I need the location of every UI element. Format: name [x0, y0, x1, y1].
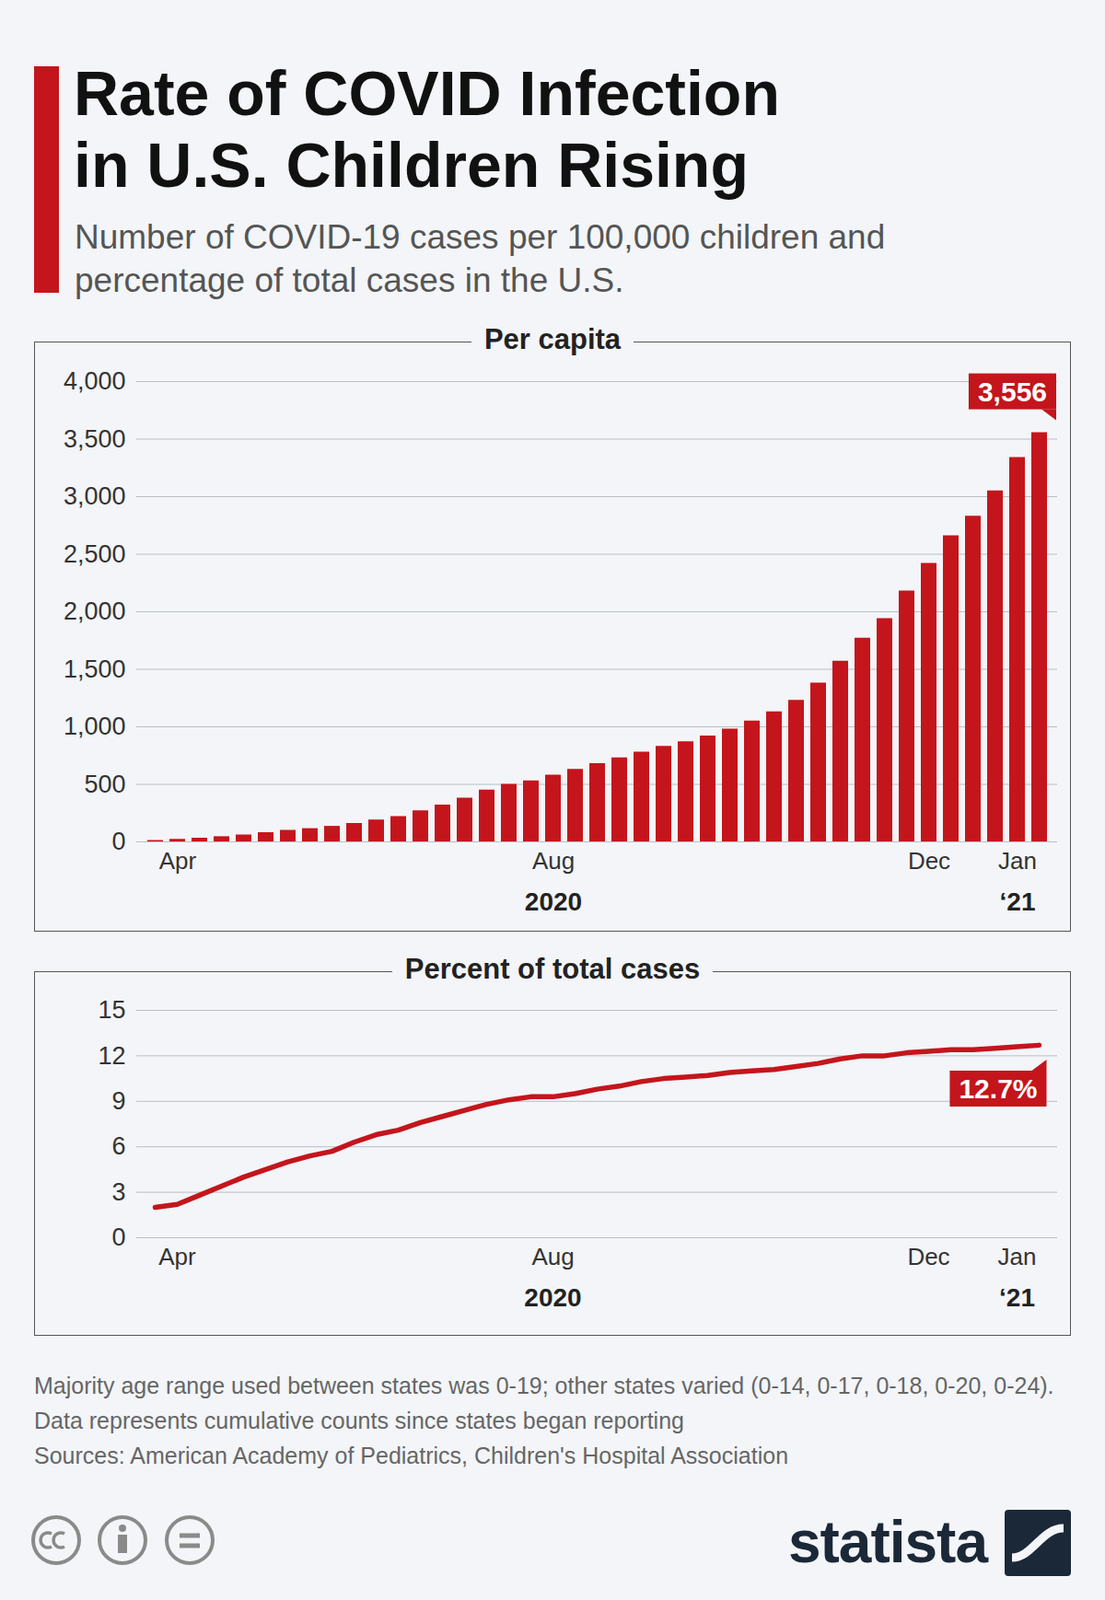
- svg-text:9: 9: [111, 1087, 126, 1116]
- svg-text:2,000: 2,000: [63, 597, 127, 626]
- svg-text:2020: 2020: [523, 1283, 582, 1313]
- svg-text:Jan: Jan: [998, 847, 1037, 875]
- html-text:Per capita: Per capita: [484, 323, 621, 356]
- html-text:Majority age range used betwee: Majority age range used between states w…: [34, 1372, 1054, 1434]
- svg-text:1,500: 1,500: [63, 655, 127, 684]
- svg-text:Aug: Aug: [532, 847, 575, 875]
- svg-text:Apr: Apr: [159, 847, 198, 875]
- svg-text:15: 15: [97, 996, 126, 1024]
- svg-text:6: 6: [111, 1132, 126, 1161]
- svg-text:0: 0: [111, 827, 126, 856]
- html-text:Sources: American Academy of P: Sources: American Academy of Pediatrics,…: [34, 1442, 789, 1469]
- html-text:Rate of COVID Infection in U.S: Rate of COVID Infection in U.S. Children…: [73, 58, 780, 200]
- svg-text:3,556: 3,556: [977, 376, 1047, 408]
- svg-text:Dec: Dec: [907, 847, 951, 875]
- svg-text:‘21: ‘21: [1000, 887, 1036, 917]
- html-text:Number of COVID-19 cases per 1: Number of COVID-19 cases per 100,000 chi…: [74, 218, 886, 300]
- svg-text:Jan: Jan: [998, 1243, 1037, 1271]
- svg-text:‘21: ‘21: [999, 1283, 1036, 1313]
- html-text:Percent of total cases: Percent of total cases: [404, 953, 701, 986]
- svg-text:2,500: 2,500: [63, 540, 127, 569]
- svg-text:Aug: Aug: [531, 1243, 574, 1271]
- svg-text:12: 12: [97, 1042, 126, 1071]
- svg-text:12.7%: 12.7%: [958, 1073, 1037, 1105]
- svg-text:4,000: 4,000: [63, 367, 127, 396]
- svg-text:3,500: 3,500: [63, 425, 127, 454]
- svg-text:0: 0: [111, 1223, 126, 1252]
- svg-text:2020: 2020: [524, 887, 582, 917]
- svg-text:3,000: 3,000: [63, 482, 127, 511]
- svg-text:1,000: 1,000: [63, 712, 127, 741]
- svg-text:Apr: Apr: [158, 1243, 197, 1271]
- svg-text:Dec: Dec: [907, 1243, 950, 1271]
- svg-text:3: 3: [111, 1178, 126, 1207]
- svg-text:500: 500: [83, 770, 126, 799]
- html-text:statista: statista: [788, 1509, 988, 1576]
